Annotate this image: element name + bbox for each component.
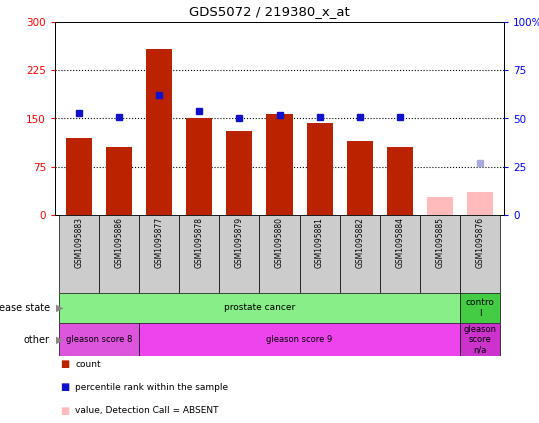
- Bar: [226, 132, 252, 215]
- Bar: [307, 123, 333, 215]
- Bar: [266, 114, 293, 215]
- Bar: [66, 138, 92, 215]
- Text: contro
l: contro l: [466, 298, 494, 318]
- Bar: [387, 148, 413, 215]
- Bar: [300, 215, 340, 293]
- Text: GSM1095881: GSM1095881: [315, 217, 324, 268]
- Text: GSM1095883: GSM1095883: [74, 217, 84, 268]
- Text: gleason
score
n/a: gleason score n/a: [464, 324, 496, 354]
- Text: GSM1095879: GSM1095879: [235, 217, 244, 269]
- Text: GSM1095886: GSM1095886: [115, 217, 123, 268]
- Bar: [179, 215, 219, 293]
- Text: ■: ■: [60, 406, 69, 415]
- Text: ▶: ▶: [56, 303, 64, 313]
- Text: gleason score 8: gleason score 8: [66, 335, 132, 344]
- Text: prostate cancer: prostate cancer: [224, 303, 295, 313]
- Bar: [139, 323, 460, 356]
- Text: gleason score 9: gleason score 9: [266, 335, 333, 344]
- Bar: [259, 215, 300, 293]
- Text: ▶: ▶: [56, 335, 64, 344]
- Text: GSM1095878: GSM1095878: [195, 217, 204, 268]
- Bar: [420, 215, 460, 293]
- Text: other: other: [24, 335, 50, 344]
- Text: GSM1095882: GSM1095882: [355, 217, 364, 268]
- Bar: [186, 118, 212, 215]
- Text: value, Detection Call = ABSENT: value, Detection Call = ABSENT: [75, 406, 219, 415]
- Bar: [460, 293, 500, 323]
- Text: ■: ■: [60, 382, 69, 392]
- Bar: [460, 215, 500, 293]
- Bar: [380, 215, 420, 293]
- Bar: [467, 192, 493, 215]
- Bar: [347, 141, 372, 215]
- Text: ■: ■: [60, 359, 69, 369]
- Bar: [460, 323, 500, 356]
- Text: disease state: disease state: [0, 303, 50, 313]
- Bar: [59, 215, 99, 293]
- Bar: [146, 49, 172, 215]
- Text: GSM1095876: GSM1095876: [475, 217, 485, 269]
- Text: GDS5072 / 219380_x_at: GDS5072 / 219380_x_at: [189, 5, 350, 18]
- Text: GSM1095885: GSM1095885: [436, 217, 444, 268]
- Text: GSM1095877: GSM1095877: [155, 217, 164, 269]
- Text: GSM1095880: GSM1095880: [275, 217, 284, 268]
- Text: count: count: [75, 360, 101, 368]
- Bar: [427, 197, 453, 215]
- Text: percentile rank within the sample: percentile rank within the sample: [75, 383, 228, 392]
- Bar: [59, 323, 139, 356]
- Text: GSM1095884: GSM1095884: [395, 217, 404, 268]
- Bar: [139, 215, 179, 293]
- Bar: [99, 215, 139, 293]
- Bar: [219, 215, 259, 293]
- Bar: [340, 215, 379, 293]
- Bar: [106, 148, 132, 215]
- Bar: [59, 293, 460, 323]
